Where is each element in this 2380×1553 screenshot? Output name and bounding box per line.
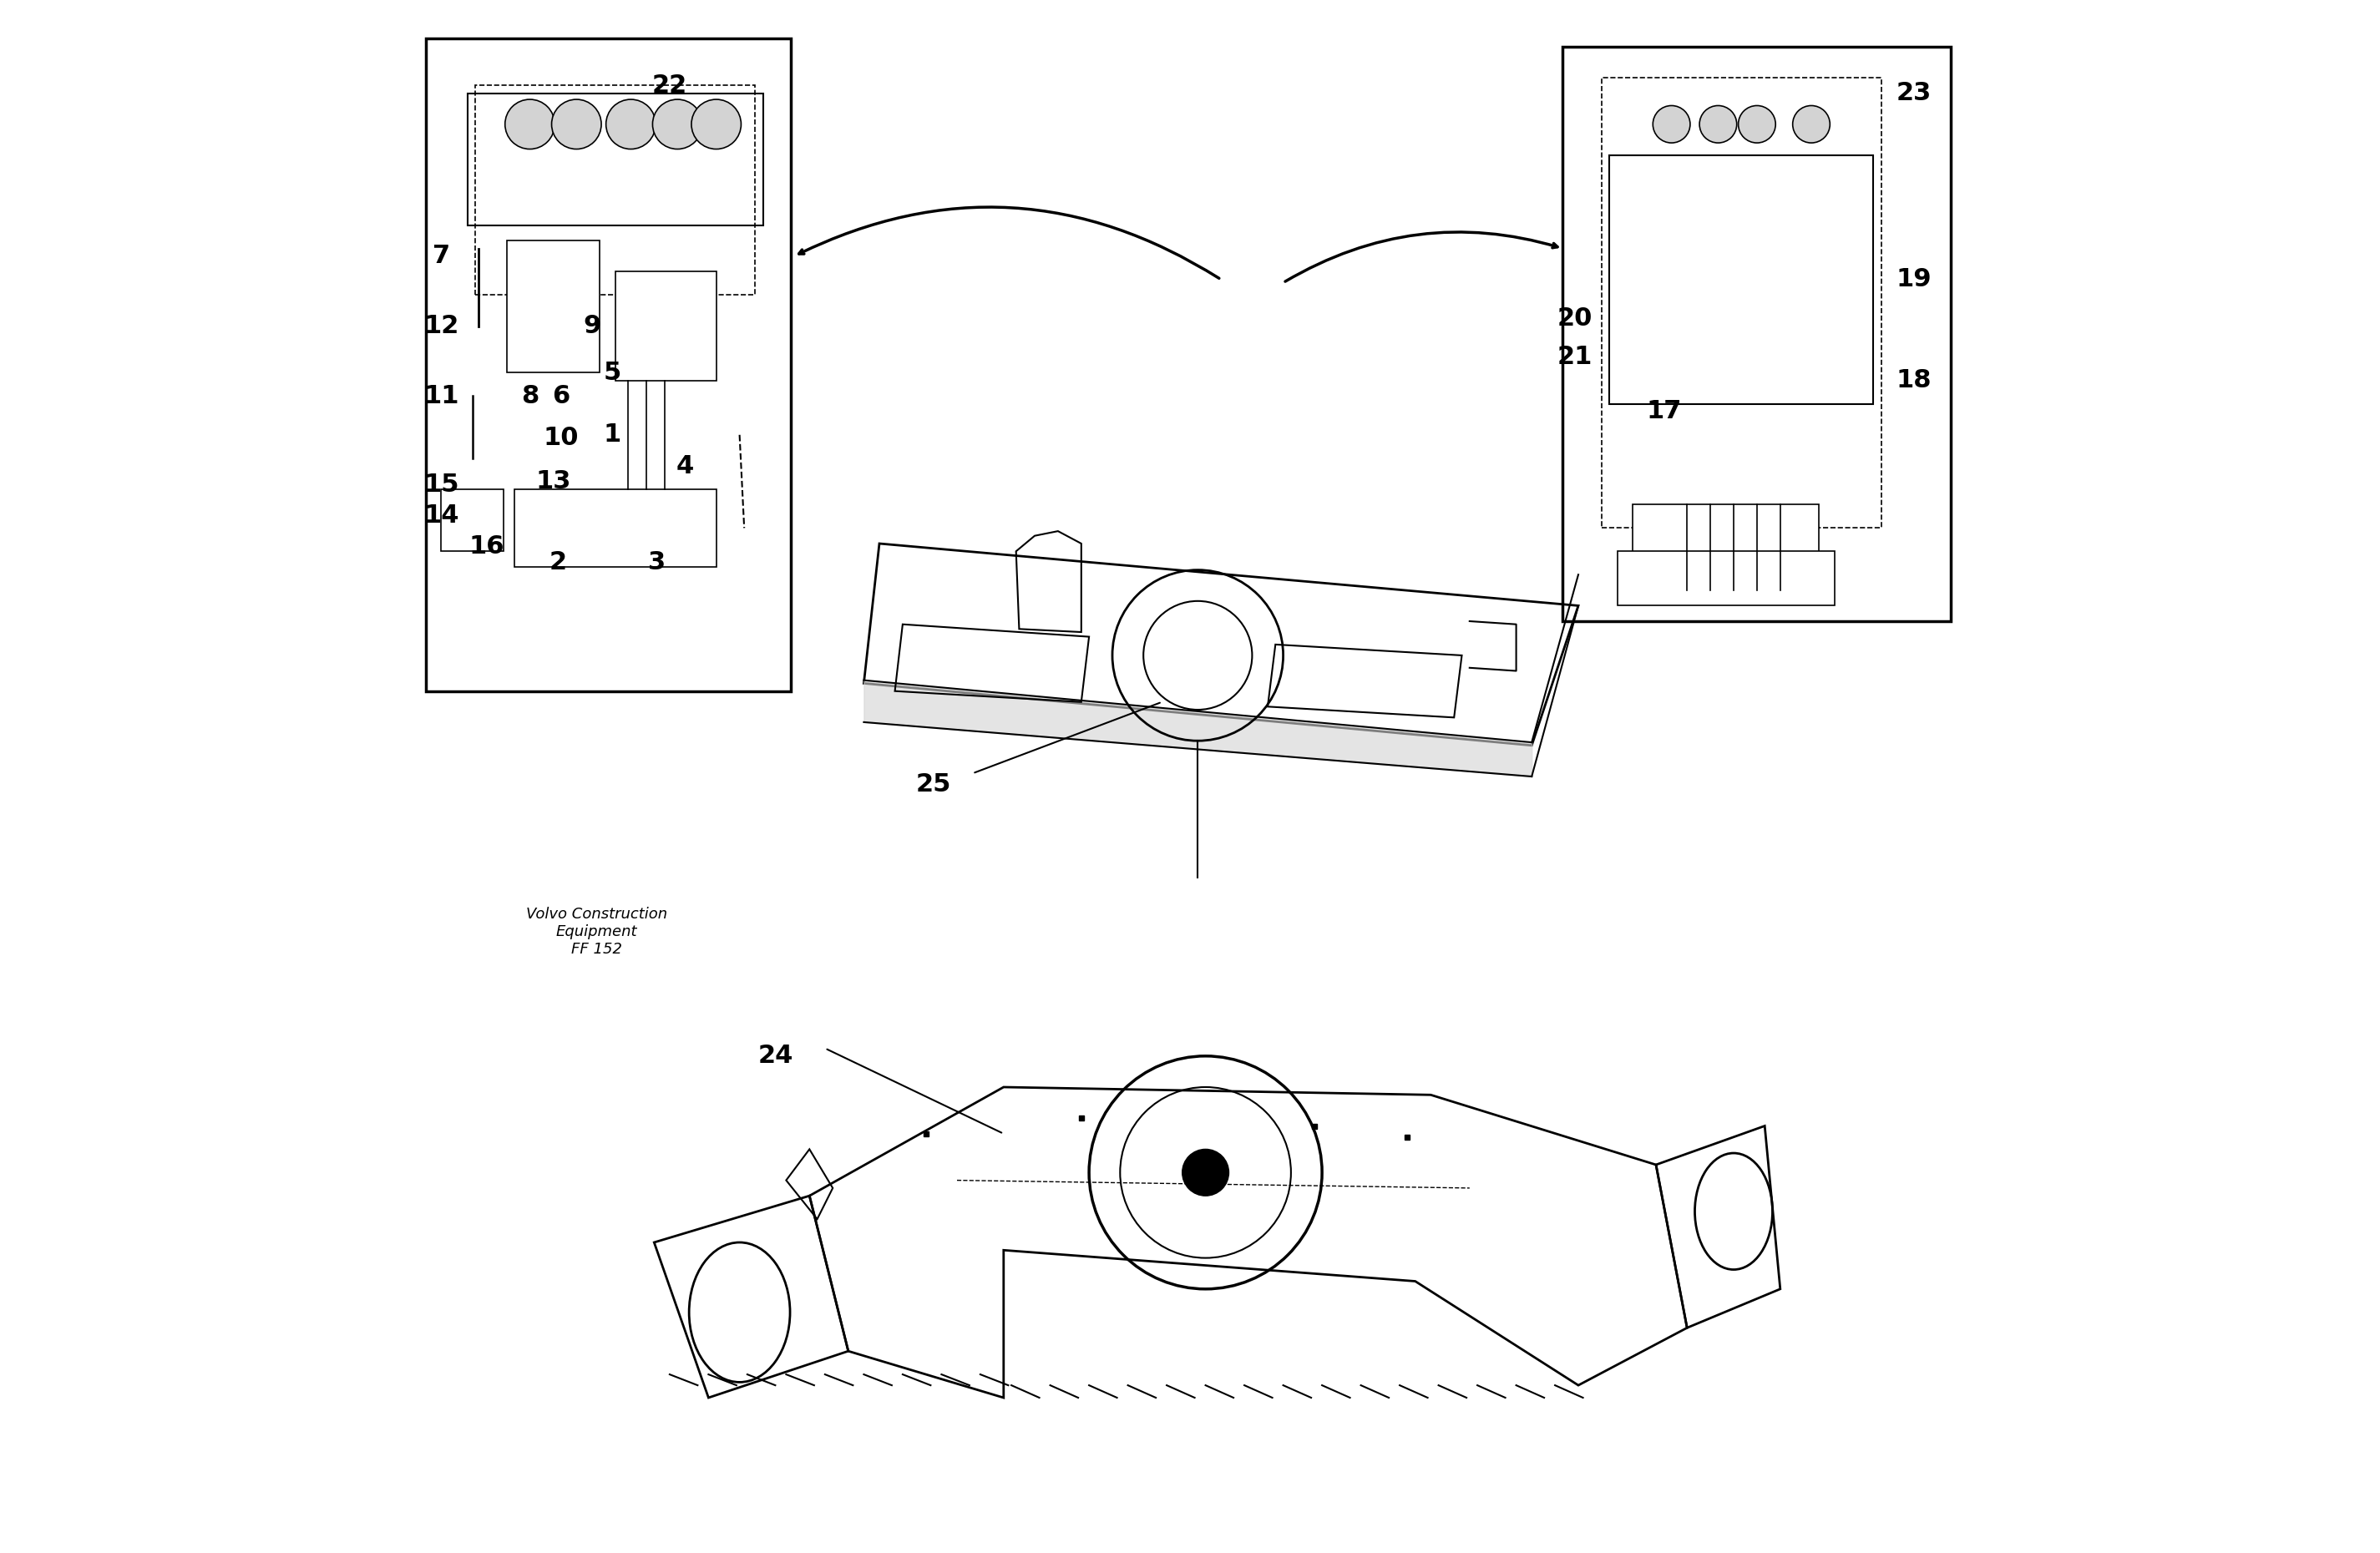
Bar [616, 272, 716, 380]
Text: 12: 12 [424, 314, 459, 339]
Circle shape [1183, 1149, 1228, 1196]
Circle shape [1652, 106, 1690, 143]
Text: 3: 3 [647, 550, 666, 575]
Circle shape [1699, 106, 1737, 143]
Text: 5: 5 [602, 360, 621, 385]
Text: 4: 4 [676, 453, 695, 478]
Text: 11: 11 [424, 384, 459, 408]
Bar [1564, 47, 1952, 621]
Bar [1633, 505, 1818, 590]
Circle shape [1737, 106, 1775, 143]
Bar [514, 489, 716, 567]
Text: 21: 21 [1557, 345, 1592, 370]
Text: 23: 23 [1897, 81, 1933, 106]
Bar [440, 489, 505, 551]
Circle shape [505, 99, 555, 149]
Text: 24: 24 [757, 1044, 793, 1068]
Text: 1: 1 [602, 422, 621, 447]
Text: 6: 6 [552, 384, 569, 408]
Bar [426, 39, 790, 691]
Text: 13: 13 [536, 469, 571, 494]
Text: Volvo Construction
Equipment
FF 152: Volvo Construction Equipment FF 152 [526, 907, 666, 957]
Text: 15: 15 [424, 472, 459, 497]
Text: 14: 14 [424, 503, 459, 528]
Bar [1616, 551, 1835, 606]
Text: 22: 22 [652, 73, 688, 98]
Text: 10: 10 [543, 426, 578, 450]
Text: 8: 8 [521, 384, 538, 408]
Text: 2: 2 [550, 550, 566, 575]
Text: 7: 7 [433, 244, 450, 269]
Circle shape [1792, 106, 1830, 143]
Text: 17: 17 [1647, 399, 1680, 424]
Text: 20: 20 [1557, 306, 1592, 331]
Circle shape [607, 99, 654, 149]
Text: 16: 16 [469, 534, 505, 559]
Text: 18: 18 [1897, 368, 1933, 393]
Circle shape [652, 99, 702, 149]
Circle shape [693, 99, 740, 149]
Circle shape [552, 99, 602, 149]
Bar [1609, 155, 1873, 404]
Bar [507, 241, 600, 373]
Text: 19: 19 [1897, 267, 1933, 292]
Text: 9: 9 [583, 314, 600, 339]
Text: 25: 25 [916, 772, 952, 797]
